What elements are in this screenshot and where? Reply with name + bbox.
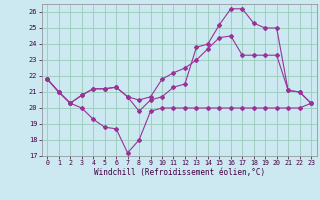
X-axis label: Windchill (Refroidissement éolien,°C): Windchill (Refroidissement éolien,°C) bbox=[94, 168, 265, 177]
